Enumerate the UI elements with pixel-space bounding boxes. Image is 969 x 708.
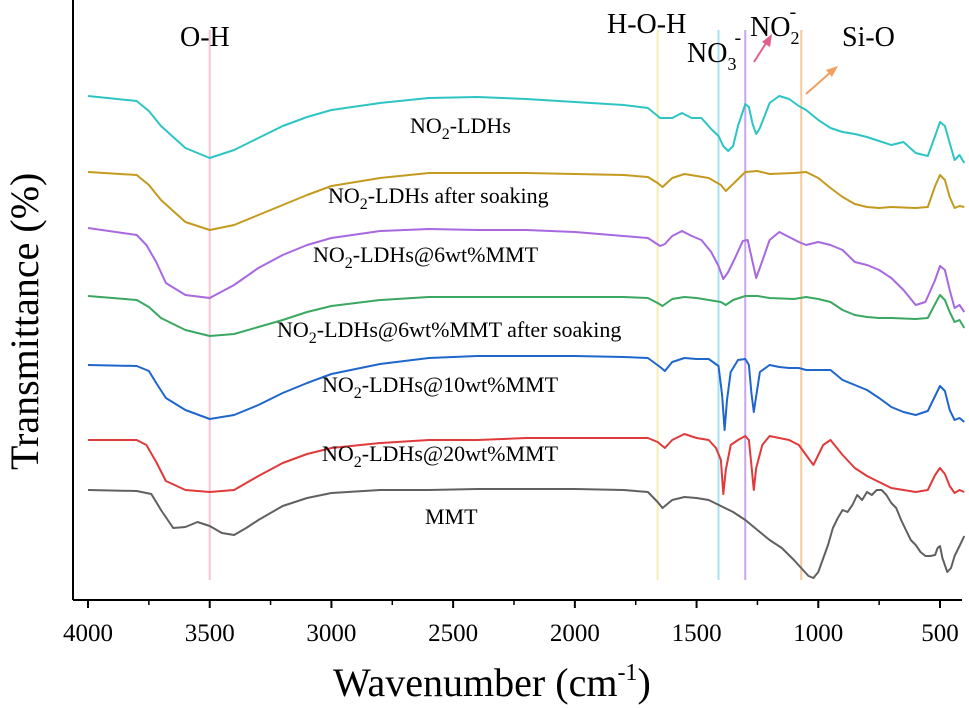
x-tick-label-3000: 3000 — [306, 620, 356, 647]
series-label-no2-ldhs: NO2-LDHs — [410, 113, 511, 143]
x-tick-label-1500: 1500 — [672, 620, 722, 647]
series-label-no2-ldhs-6wt-mmt-after-soaking: NO2-LDHs@6wt%MMT after soaking — [277, 317, 621, 347]
band-label-oh: O-H — [180, 22, 230, 53]
x-tick-label-4000: 4000 — [63, 620, 113, 647]
band-label-sio: Si-O — [842, 22, 895, 53]
series-line-5 — [88, 433, 965, 495]
series-line-1 — [87, 170, 965, 231]
x-axis-title: Wavenumber (cm-1) — [333, 660, 651, 705]
series-line-0 — [87, 95, 966, 164]
x-tick-label-500: 500 — [921, 620, 959, 647]
series-label-no2-ldhs-10wt-mmt: NO2-LDHs@10wt%MMT — [322, 372, 559, 402]
series-label-mmt: MMT — [425, 504, 478, 529]
x-tick-label-2000: 2000 — [550, 620, 600, 647]
band-label-hoh: H-O-H — [607, 9, 686, 40]
series-line-3 — [87, 294, 966, 337]
series-line-2 — [87, 227, 966, 313]
series-label-no2-ldhs-6wt-mmt: NO2-LDHs@6wt%MMT — [313, 242, 539, 272]
no2-arrow — [753, 34, 772, 63]
x-axis-ticks: 4000 3500 3000 2500 2000 1500 1000 500 — [63, 600, 959, 647]
y-axis-title: Transmittance (%) — [2, 173, 47, 470]
sio-arrow — [805, 66, 838, 95]
spectra-series — [87, 95, 966, 579]
band-label-no2: NO2- — [750, 1, 799, 48]
x-tick-label-3500: 3500 — [185, 620, 235, 647]
series-label-no2-ldhs-after-soaking: NO2-LDHs after soaking — [328, 183, 549, 213]
band-marker-lines — [208, 30, 803, 580]
series-label-no2-ldhs-20wt-mmt: NO2-LDHs@20wt%MMT — [322, 441, 559, 471]
series-line-6 — [87, 488, 966, 579]
series-line-4 — [87, 355, 965, 431]
x-tick-label-2500: 2500 — [428, 620, 478, 647]
x-tick-label-1000: 1000 — [793, 620, 843, 647]
band-label-no3: NO3- — [687, 27, 741, 74]
